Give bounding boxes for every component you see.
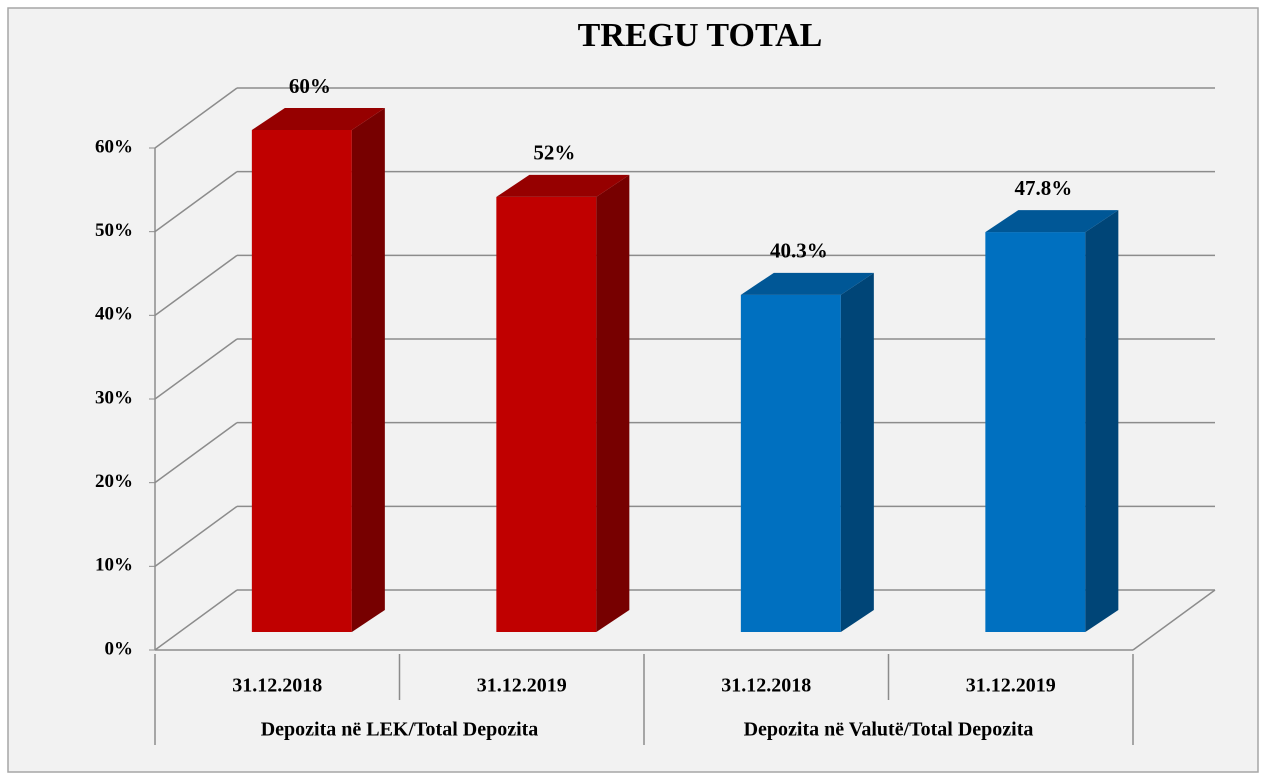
- bar-side: [840, 272, 874, 632]
- grid-line: [154, 338, 238, 400]
- group-label: Depozita në LEK/Total Depozita: [261, 719, 539, 741]
- group-label: Depozita në Valutë/Total Depozita: [744, 719, 1034, 741]
- bar-front: [496, 196, 597, 632]
- x-tick-label: 31.12.2019: [966, 675, 1056, 697]
- grid-line: [154, 589, 238, 651]
- data-label: 60%: [289, 74, 331, 98]
- y-tick-label: 20%: [95, 471, 133, 492]
- bar-side: [351, 108, 385, 632]
- bar-side: [1085, 210, 1119, 632]
- bar-front: [251, 130, 352, 632]
- y-tick-label: 0%: [105, 638, 134, 659]
- grid-line: [154, 505, 238, 567]
- grid-line: [154, 171, 238, 233]
- bar-front: [740, 294, 841, 632]
- bar-top: [740, 272, 874, 295]
- chart-title: TREGU TOTAL: [578, 17, 823, 54]
- y-tick-label: 50%: [95, 220, 133, 241]
- y-tick-label: 60%: [95, 136, 133, 157]
- x-tick-label: 31.12.2019: [477, 675, 567, 697]
- data-label: 47.8%: [1014, 176, 1072, 200]
- x-tick-label: 31.12.2018: [721, 675, 811, 697]
- grid-line: [154, 87, 238, 149]
- data-label: 40.3%: [770, 239, 828, 263]
- bar-front: [985, 232, 1086, 632]
- y-tick-label: 30%: [95, 387, 133, 408]
- grid-line: [154, 422, 238, 484]
- floor-edge: [1132, 589, 1216, 651]
- y-tick-label: 40%: [95, 304, 133, 325]
- bar-side: [596, 174, 630, 632]
- y-tick-label: 10%: [95, 555, 133, 576]
- bar-top: [251, 108, 385, 130]
- x-tick-label: 31.12.2018: [232, 675, 322, 697]
- grid-line: [154, 254, 238, 316]
- data-label: 52%: [533, 141, 575, 165]
- bar-top: [496, 174, 630, 197]
- bar-top: [985, 210, 1119, 233]
